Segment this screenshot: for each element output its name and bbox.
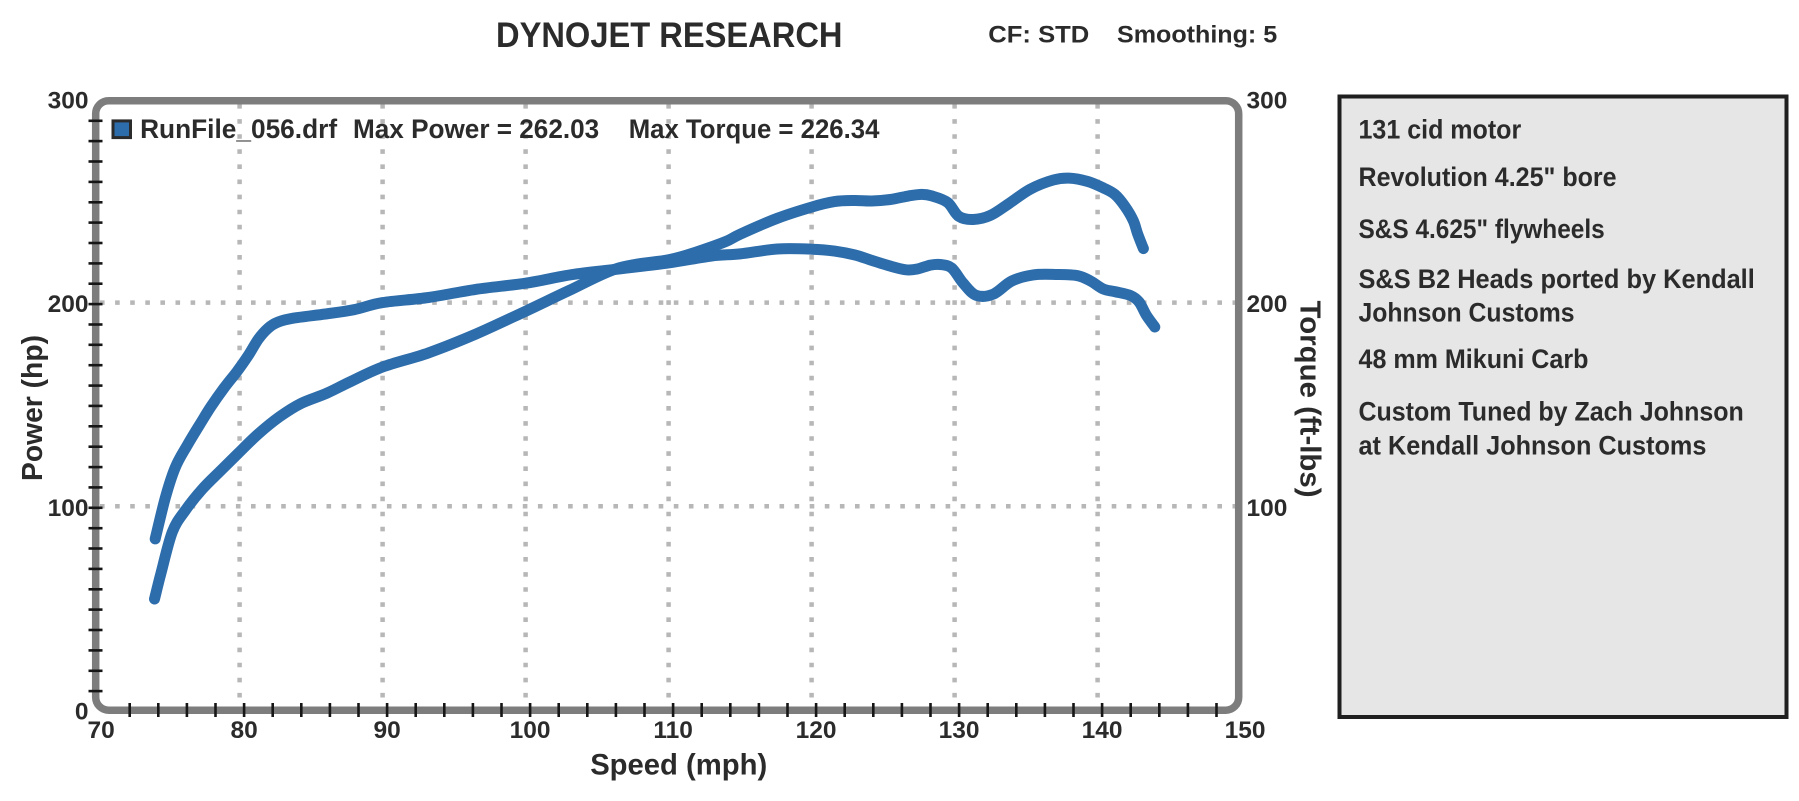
svg-text:Custom Tuned by Zach Johnson: Custom Tuned by Zach Johnson bbox=[1359, 397, 1744, 427]
svg-text:100: 100 bbox=[1247, 495, 1288, 522]
svg-text:CF: STD: CF: STD bbox=[988, 21, 1089, 48]
svg-text:DYNOJET RESEARCH: DYNOJET RESEARCH bbox=[496, 15, 843, 55]
svg-text:Revolution 4.25" bore: Revolution 4.25" bore bbox=[1359, 162, 1617, 192]
svg-text:Max Torque = 226.34: Max Torque = 226.34 bbox=[629, 114, 880, 144]
svg-text:300: 300 bbox=[1247, 87, 1288, 114]
svg-text:200: 200 bbox=[1247, 291, 1288, 318]
svg-text:Torque (ft-lbs): Torque (ft-lbs) bbox=[1294, 301, 1326, 498]
svg-text:300: 300 bbox=[48, 87, 89, 114]
svg-text:48 mm Mikuni Carb: 48 mm Mikuni Carb bbox=[1359, 344, 1589, 374]
svg-text:at Kendall Johnson Customs: at Kendall Johnson Customs bbox=[1359, 430, 1707, 460]
svg-text:150: 150 bbox=[1225, 717, 1266, 744]
svg-text:200: 200 bbox=[48, 291, 89, 318]
svg-text:120: 120 bbox=[796, 717, 837, 744]
svg-text:140: 140 bbox=[1082, 717, 1123, 744]
svg-text:S&S 4.625" flywheels: S&S 4.625" flywheels bbox=[1359, 214, 1605, 244]
svg-text:131 cid motor: 131 cid motor bbox=[1359, 115, 1522, 145]
svg-text:S&S B2 Heads ported by Kendall: S&S B2 Heads ported by Kendall bbox=[1359, 264, 1755, 294]
svg-text:0: 0 bbox=[75, 699, 89, 726]
svg-text:Power (hp): Power (hp) bbox=[17, 335, 49, 481]
svg-text:90: 90 bbox=[373, 717, 400, 744]
svg-text:Speed (mph): Speed (mph) bbox=[590, 750, 767, 782]
svg-text:Smoothing: 5: Smoothing: 5 bbox=[1117, 21, 1277, 48]
svg-text:RunFile_056.drf: RunFile_056.drf bbox=[140, 114, 337, 144]
svg-text:100: 100 bbox=[48, 495, 89, 522]
svg-text:80: 80 bbox=[230, 717, 257, 744]
svg-text:130: 130 bbox=[939, 717, 980, 744]
svg-text:100: 100 bbox=[510, 717, 551, 744]
svg-text:110: 110 bbox=[653, 717, 693, 744]
svg-text:Max Power = 262.03: Max Power = 262.03 bbox=[353, 114, 599, 144]
svg-text:Johnson Customs: Johnson Customs bbox=[1359, 298, 1575, 328]
svg-text:70: 70 bbox=[87, 717, 114, 744]
